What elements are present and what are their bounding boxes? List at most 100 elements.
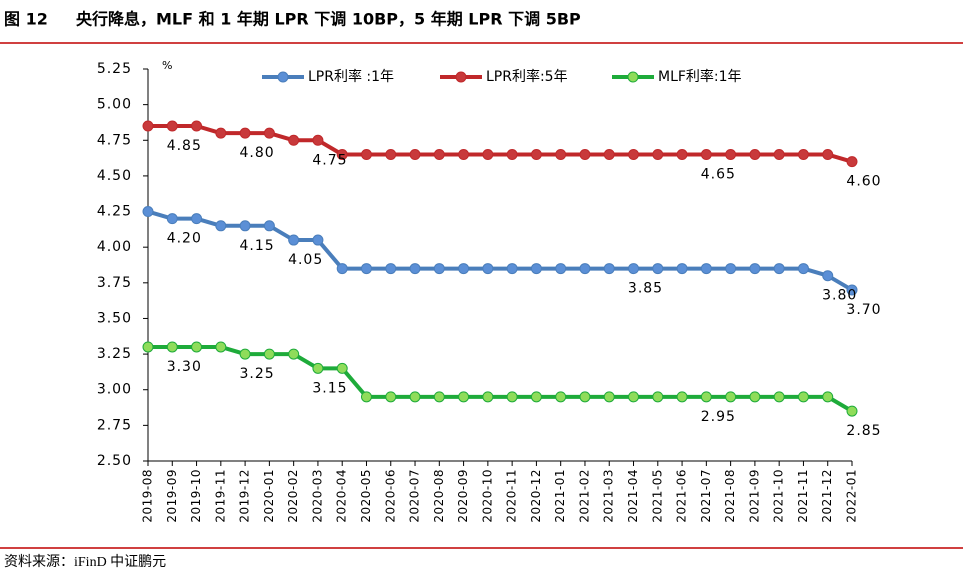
data-point bbox=[725, 391, 737, 403]
data-point bbox=[482, 149, 494, 161]
data-label: 4.05 bbox=[288, 252, 323, 268]
legend-label: MLF利率:1年 bbox=[658, 68, 742, 85]
x-tick-label: 2021-11 bbox=[796, 469, 810, 523]
chart-title: 央行降息，MLF 和 1 年期 LPR 下调 10BP，5 年期 LPR 下调 … bbox=[76, 10, 581, 29]
x-tick-label: 2019-10 bbox=[189, 469, 203, 523]
data-point bbox=[360, 263, 372, 275]
data-label: 3.25 bbox=[240, 366, 275, 382]
data-point bbox=[628, 149, 640, 161]
data-point bbox=[360, 391, 372, 403]
data-point bbox=[846, 156, 858, 168]
y-tick-label: 4.75 bbox=[97, 132, 132, 148]
y-tick-label: 4.25 bbox=[97, 204, 132, 220]
data-point bbox=[652, 263, 664, 275]
data-label: 3.85 bbox=[628, 281, 663, 297]
x-tick-label: 2020-11 bbox=[505, 469, 519, 523]
data-point bbox=[409, 263, 421, 275]
data-point bbox=[652, 149, 664, 161]
source-note: 资料来源：iFinD 中证鹏元 bbox=[4, 554, 166, 570]
data-point bbox=[239, 127, 251, 139]
data-point bbox=[263, 127, 275, 139]
data-point bbox=[288, 348, 300, 360]
data-point bbox=[652, 391, 664, 403]
data-point bbox=[191, 213, 203, 225]
x-tick-label: 2019-12 bbox=[238, 469, 252, 523]
data-point bbox=[822, 149, 834, 161]
x-tick-label: 2021-06 bbox=[675, 469, 689, 523]
data-point bbox=[603, 149, 615, 161]
data-point bbox=[239, 348, 251, 360]
data-point bbox=[409, 391, 421, 403]
data-point bbox=[385, 263, 397, 275]
data-point bbox=[409, 149, 421, 161]
data-point bbox=[603, 263, 615, 275]
data-point bbox=[142, 341, 154, 353]
x-tick-label: 2021-10 bbox=[772, 469, 786, 523]
legend-label: LPR利率 :1年 bbox=[308, 68, 394, 85]
data-point bbox=[530, 391, 542, 403]
x-tick-label: 2020-06 bbox=[383, 469, 397, 523]
data-point bbox=[385, 149, 397, 161]
data-point bbox=[263, 220, 275, 232]
data-point bbox=[676, 391, 688, 403]
y-tick-label: 4.50 bbox=[97, 168, 132, 184]
data-point bbox=[555, 263, 567, 275]
data-point bbox=[797, 263, 809, 275]
data-label: 4.20 bbox=[167, 231, 202, 247]
data-point bbox=[603, 391, 615, 403]
y-tick-label: 3.50 bbox=[97, 310, 132, 326]
x-tick-label: 2020-03 bbox=[310, 469, 324, 523]
x-tick-label: 2022-01 bbox=[845, 469, 859, 523]
data-point bbox=[530, 149, 542, 161]
x-tick-label: 2021-03 bbox=[602, 469, 616, 523]
data-point bbox=[239, 220, 251, 232]
x-tick-label: 2020-07 bbox=[408, 469, 422, 523]
x-tick-label: 2020-04 bbox=[335, 469, 349, 523]
data-point bbox=[191, 120, 203, 132]
data-point bbox=[215, 341, 227, 353]
data-point bbox=[725, 149, 737, 161]
data-label: 4.65 bbox=[701, 167, 736, 183]
y-tick-label: 2.50 bbox=[97, 453, 132, 469]
data-point bbox=[797, 391, 809, 403]
y-tick-label: 5.00 bbox=[97, 97, 132, 113]
data-point bbox=[579, 149, 591, 161]
y-tick-label: 4.00 bbox=[97, 239, 132, 255]
x-tick-label: 2021-04 bbox=[626, 469, 640, 523]
x-tick-label: 2020-12 bbox=[529, 469, 543, 523]
data-point bbox=[336, 149, 348, 161]
data-label: 4.85 bbox=[167, 138, 202, 154]
x-tick-label: 2020-08 bbox=[432, 469, 446, 523]
data-point bbox=[676, 263, 688, 275]
data-label: 3.30 bbox=[167, 359, 202, 375]
data-point bbox=[458, 263, 470, 275]
data-point bbox=[385, 391, 397, 403]
data-point bbox=[191, 341, 203, 353]
data-point bbox=[846, 405, 858, 417]
data-point bbox=[822, 391, 834, 403]
data-point bbox=[215, 220, 227, 232]
data-point bbox=[628, 263, 640, 275]
data-point bbox=[797, 149, 809, 161]
data-point bbox=[336, 362, 348, 374]
x-tick-label: 2019-11 bbox=[213, 469, 227, 523]
data-point bbox=[336, 263, 348, 275]
data-point bbox=[506, 149, 518, 161]
data-label: 4.60 bbox=[846, 174, 881, 190]
data-point bbox=[700, 149, 712, 161]
data-point bbox=[506, 391, 518, 403]
data-point bbox=[288, 234, 300, 246]
data-point bbox=[360, 149, 372, 161]
x-tick-label: 2021-09 bbox=[747, 469, 761, 523]
data-label: 3.80 bbox=[822, 288, 857, 304]
x-tick-label: 2021-05 bbox=[650, 469, 664, 523]
data-point bbox=[506, 263, 518, 275]
x-tick-label: 2021-07 bbox=[699, 469, 713, 523]
data-point bbox=[749, 149, 761, 161]
data-point bbox=[700, 391, 712, 403]
data-point bbox=[725, 263, 737, 275]
data-point bbox=[482, 391, 494, 403]
data-label: 2.85 bbox=[846, 423, 881, 439]
data-point bbox=[433, 391, 445, 403]
